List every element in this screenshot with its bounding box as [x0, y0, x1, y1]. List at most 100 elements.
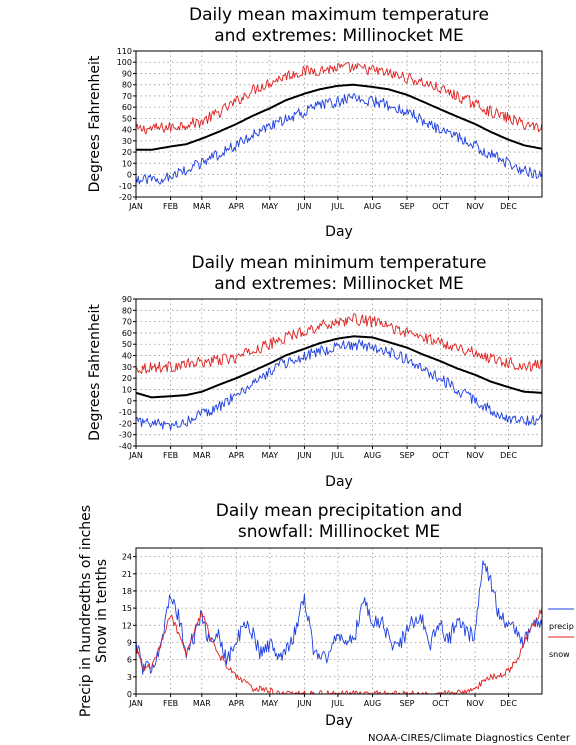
y-tick-label: 6	[127, 656, 132, 665]
x-tick-label: JAN	[128, 451, 143, 460]
x-tick-label: FEB	[163, 202, 178, 211]
y-tick-label: 90	[122, 295, 132, 304]
y-tick-label: -10	[119, 182, 132, 191]
series-mean	[136, 83, 543, 151]
legend-label-precip: precip	[549, 622, 574, 631]
x-tick-label: FEB	[163, 451, 178, 460]
y-tick-label: 10	[122, 159, 132, 168]
y-tick-label: 50	[122, 114, 132, 123]
y-axis-label: Snow in tenths	[94, 559, 110, 663]
y-tick-label: -40	[119, 442, 132, 451]
y-tick-label: 10	[122, 385, 132, 394]
x-tick-label: JUN	[296, 202, 311, 211]
y-tick-label: 30	[122, 363, 132, 372]
series-precip	[135, 560, 543, 675]
y-tick-label: 90	[122, 69, 132, 78]
chart-title-line: Daily mean minimum temperature	[192, 253, 487, 273]
x-tick-label: DEC	[500, 451, 517, 460]
x-tick-label: APR	[228, 202, 244, 211]
credit-text: NOAA-CIRES/Climate Diagnostics Center	[368, 733, 571, 744]
y-tick-label: -20	[119, 419, 132, 428]
y-tick-label: 40	[122, 126, 132, 135]
y-tick-label: 0	[127, 690, 132, 699]
x-tick-label: NOV	[466, 699, 484, 708]
y-tick-label: 80	[122, 81, 132, 90]
plot-frame	[135, 547, 543, 695]
series-upper	[135, 62, 543, 135]
y-tick-label: 0	[127, 397, 132, 406]
legend-label-snow: snow	[549, 650, 570, 659]
y-tick-label: 30	[122, 137, 132, 146]
x-tick-label: OCT	[432, 202, 449, 211]
y-tick-label: -10	[119, 408, 132, 417]
y-tick-label: 60	[122, 329, 132, 338]
x-tick-label: DEC	[500, 202, 517, 211]
x-axis-label: Day	[325, 224, 353, 240]
x-tick-label: APR	[228, 451, 244, 460]
x-tick-label: NOV	[466, 451, 484, 460]
legend: precip snow	[548, 608, 574, 659]
x-tick-label: FEB	[163, 699, 178, 708]
x-tick-label: DEC	[500, 699, 517, 708]
y-tick-label: 15	[122, 604, 132, 613]
x-tick-label: AUG	[364, 202, 382, 211]
y-tick-label: -30	[119, 431, 132, 440]
chart-title-line: and extremes: Millinocket ME	[214, 274, 464, 294]
y-tick-label: 50	[122, 340, 132, 349]
plot-frame	[135, 298, 543, 447]
y-tick-label: 70	[122, 318, 132, 327]
y-axis-label: Precip in hundredths of inches	[78, 505, 94, 717]
y-tick-label: 24	[122, 553, 132, 562]
x-tick-label: JUL	[331, 202, 345, 211]
y-tick-label: 0	[127, 171, 132, 180]
chart-title-line: Daily mean precipitation and	[216, 501, 463, 521]
plot-frame	[135, 50, 543, 198]
x-tick-label: JAN	[128, 202, 143, 211]
chart-title-line: and extremes: Millinocket ME	[214, 26, 464, 46]
chart-title-line: Daily mean maximum temperature	[189, 5, 489, 25]
x-tick-label: SEP	[400, 202, 415, 211]
x-tick-label: MAY	[262, 451, 279, 460]
x-tick-label: MAR	[193, 202, 211, 211]
x-tick-label: NOV	[466, 202, 484, 211]
x-tick-label: OCT	[432, 699, 449, 708]
y-tick-label: 80	[122, 306, 132, 315]
x-tick-label: MAY	[262, 202, 279, 211]
y-tick-label: 40	[122, 352, 132, 361]
y-tick-label: 21	[122, 570, 132, 579]
y-tick-label: 20	[122, 374, 132, 383]
x-tick-label: JUN	[296, 699, 311, 708]
y-tick-label: 20	[122, 148, 132, 157]
y-tick-label: 3	[127, 673, 132, 682]
y-axis-label: Degrees Fahrenheit	[87, 304, 103, 441]
y-tick-label: 9	[127, 638, 132, 647]
series-lower	[135, 93, 543, 185]
y-tick-label: 70	[122, 92, 132, 101]
y-tick-label: 100	[117, 58, 132, 67]
series-lower	[135, 339, 543, 431]
y-tick-label: 60	[122, 103, 132, 112]
x-tick-label: MAR	[193, 451, 211, 460]
y-tick-label: 110	[117, 47, 132, 56]
x-tick-label: SEP	[400, 699, 415, 708]
y-axis-label: Degrees Fahrenheit	[87, 55, 103, 192]
y-tick-label: 12	[122, 621, 132, 630]
series-mean	[135, 335, 543, 399]
x-tick-label: MAY	[262, 699, 279, 708]
x-axis-label: Day	[325, 713, 353, 729]
x-tick-label: SEP	[400, 451, 415, 460]
series-snow	[135, 608, 543, 695]
y-tick-label: -20	[119, 193, 132, 202]
y-tick-label: 18	[122, 587, 132, 596]
x-tick-label: OCT	[432, 451, 449, 460]
x-axis-label: Day	[325, 474, 353, 490]
x-tick-label: JUL	[331, 699, 345, 708]
x-tick-label: JAN	[128, 699, 143, 708]
x-tick-label: JUL	[331, 451, 345, 460]
x-tick-label: AUG	[364, 699, 382, 708]
x-tick-label: APR	[228, 699, 244, 708]
chart-title-line: snowfall: Millinocket ME	[238, 522, 440, 542]
